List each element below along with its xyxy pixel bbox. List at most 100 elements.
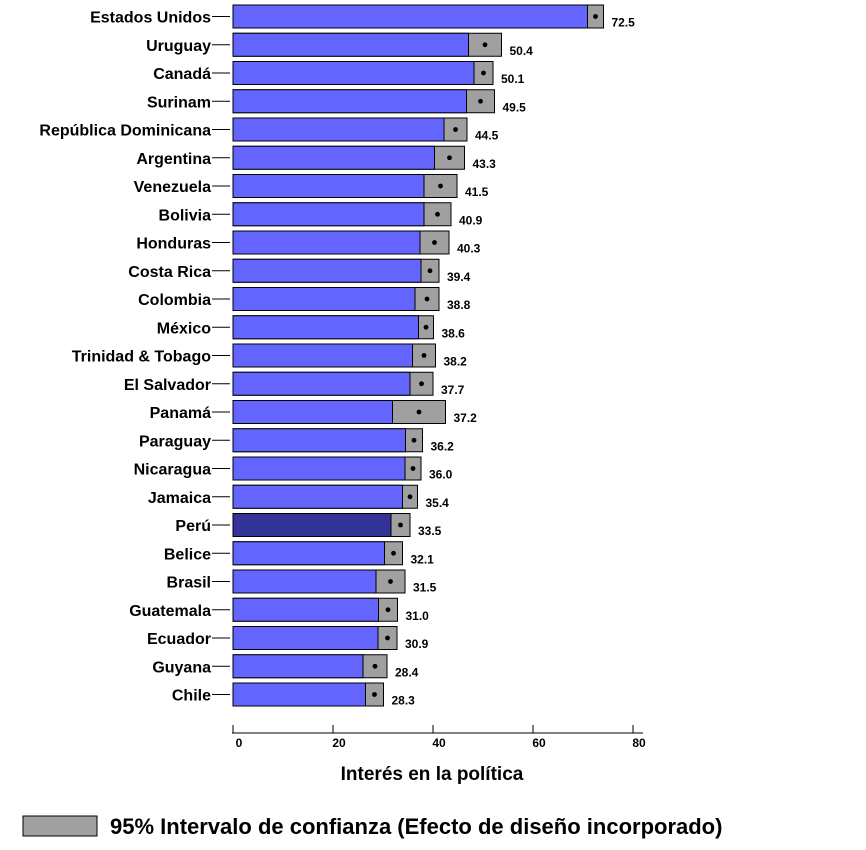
bar-row: Belice 32.1	[164, 541, 434, 566]
bar	[232, 654, 364, 679]
bar-row: Panamá 37.2	[150, 400, 478, 425]
value-label: 31.5	[413, 581, 437, 595]
bar	[232, 89, 467, 114]
legend: 95% Intervalo de confianza (Efecto de di…	[22, 814, 722, 839]
bar	[232, 315, 419, 340]
x-tick-label: 20	[332, 736, 346, 750]
bar-row: Guatemala 31.0	[129, 597, 430, 623]
mean-point	[482, 42, 488, 48]
category-label: Nicaragua	[134, 462, 211, 479]
bar	[232, 202, 425, 227]
bar	[232, 682, 366, 707]
bar-row: Trinidad & Tobago 38.2	[72, 343, 468, 369]
mean-point	[385, 607, 391, 613]
value-label: 30.9	[405, 637, 429, 651]
category-label: Estados Unidos	[90, 10, 211, 27]
bar	[232, 541, 385, 566]
bar	[232, 117, 445, 142]
category-label: Bolivia	[159, 207, 212, 224]
mean-point	[411, 437, 417, 443]
bar	[232, 61, 475, 85]
bar-row: Colombia 38.8	[138, 287, 471, 312]
category-label: Jamaica	[148, 490, 211, 507]
value-label: 50.1	[501, 72, 525, 86]
category-label: República Dominicana	[39, 123, 211, 140]
category-label: Brasil	[167, 575, 211, 592]
value-label: 36.0	[429, 468, 453, 482]
bar	[232, 4, 588, 29]
value-label: 37.7	[441, 383, 465, 397]
category-label: Colombia	[138, 292, 211, 309]
value-label: 31.0	[406, 609, 430, 623]
bar	[232, 230, 421, 255]
value-label: 40.3	[457, 242, 481, 256]
category-label: Venezuela	[134, 179, 211, 196]
mean-point	[407, 494, 413, 500]
bar-row: Costa Rica 39.4	[128, 258, 471, 284]
bar-row: Estados Unidos 72.5	[90, 4, 635, 30]
bars-layer: Estados Unidos 72.5 Uruguay 50.4 Canadá 50.1 S…	[39, 4, 635, 708]
mean-point	[423, 324, 429, 330]
category-label: Uruguay	[146, 38, 211, 55]
legend-label: 95% Intervalo de confianza (Efecto de di…	[110, 814, 722, 839]
bar	[232, 456, 406, 481]
mean-point	[438, 183, 443, 189]
value-label: 38.8	[447, 298, 471, 312]
bar-row: Paraguay 36.2	[139, 428, 455, 453]
category-label: Argentina	[136, 151, 211, 168]
x-axis: 0 20 40 60 80	[232, 725, 646, 750]
mean-point	[427, 268, 433, 274]
category-label: Ecuador	[147, 631, 211, 648]
value-label: 36.2	[431, 439, 455, 453]
value-label: 38.2	[444, 355, 468, 369]
mean-point	[398, 522, 403, 528]
bar-row: Jamaica 35.4	[148, 484, 449, 510]
mean-point	[432, 240, 437, 245]
mean-point	[424, 296, 430, 302]
x-axis-title: Interés en la política	[341, 764, 524, 785]
category-label: El Salvador	[124, 377, 211, 394]
bar-row: Brasil 31.5	[167, 569, 437, 595]
bar	[232, 626, 379, 650]
bar	[232, 597, 379, 622]
value-label: 28.4	[395, 665, 419, 679]
category-label: Canadá	[153, 66, 211, 83]
value-label: 43.3	[473, 157, 497, 171]
bar	[232, 174, 425, 198]
mean-point	[478, 98, 483, 104]
bar	[232, 258, 422, 283]
bar	[232, 287, 416, 311]
category-label: México	[157, 320, 211, 337]
mean-point	[453, 127, 458, 132]
mean-point	[593, 14, 598, 19]
mean-point	[391, 550, 396, 556]
value-label: 40.9	[459, 213, 483, 227]
category-label: Guatemala	[129, 603, 211, 620]
bar-row: El Salvador 37.7	[124, 371, 465, 397]
value-label: 50.4	[510, 44, 534, 58]
bar-row: Venezuela 41.5	[134, 174, 489, 199]
bar	[232, 32, 469, 57]
bar-row: Canadá 50.1	[153, 61, 525, 86]
bar	[232, 371, 411, 396]
mean-point	[447, 155, 452, 161]
category-label: Guyana	[152, 659, 211, 676]
bar-row: Surinam 49.5	[147, 89, 527, 114]
category-label: Surinam	[147, 94, 211, 111]
mean-point	[481, 70, 486, 76]
category-label: Belice	[164, 546, 211, 563]
bar-row: Honduras 40.3	[136, 230, 481, 256]
bar-row: Nicaragua 36.0	[134, 456, 453, 482]
value-label: 37.2	[454, 411, 478, 425]
category-label: Perú	[175, 518, 211, 535]
bar	[232, 145, 435, 170]
category-label: Panamá	[150, 405, 211, 422]
bar-row: Perú 33.5	[175, 513, 442, 538]
x-tick-label: 80	[632, 736, 646, 750]
x-tick-label: 40	[432, 736, 446, 750]
bar-row: República Dominicana 44.5	[39, 117, 499, 143]
value-label: 28.3	[392, 694, 416, 708]
category-label: Costa Rica	[128, 264, 211, 281]
value-label: 49.5	[503, 100, 527, 114]
